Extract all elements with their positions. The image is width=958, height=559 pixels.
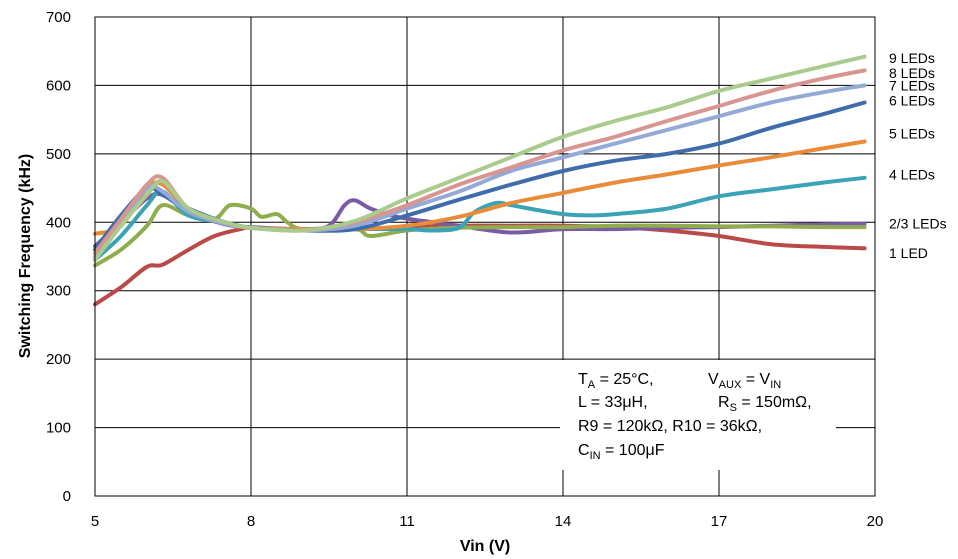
y-tick-label: 200 xyxy=(46,351,71,368)
series-line-4-leds-3 xyxy=(93,175,867,262)
y-tick-label: 700 xyxy=(46,9,71,26)
annotation-line-1: TA = 25°C, xyxy=(578,371,654,391)
annotation-line-3: R9 = 120kΩ, R10 = 36kΩ, xyxy=(578,418,762,435)
x-tick-label: 20 xyxy=(867,513,884,530)
series-line-8-leds-7 xyxy=(93,68,867,256)
x-tick-label: 5 xyxy=(91,513,99,530)
annotation-line-2: L = 33μH, xyxy=(578,394,648,411)
annotation-rs: RS = 150mΩ, xyxy=(718,394,812,414)
x-tick-label: 11 xyxy=(399,513,415,530)
y-tick-label: 100 xyxy=(46,420,71,437)
series-line-2-3-leds-2 xyxy=(93,202,867,268)
line-label: 2/3 LEDs xyxy=(889,216,947,232)
series-line-7-leds-6 xyxy=(93,83,867,259)
x-tick-labels: 5 8 11 14 17 20 xyxy=(91,513,884,530)
annotation-line-4: CIN = 100μF xyxy=(578,442,665,462)
series-lines xyxy=(93,54,867,307)
y-tick-labels: 0 100 200 300 400 500 600 700 xyxy=(46,9,71,505)
line-label: 9 LEDs xyxy=(889,50,935,66)
line-label: 5 LEDs xyxy=(889,125,935,141)
line-label: 7 LEDs xyxy=(889,77,935,93)
conditions-annotation: TA = 25°C, VAUX = VIN L = 33μH, RS = 150… xyxy=(560,360,836,470)
y-tick-label: 500 xyxy=(46,146,71,163)
y-tick-label: 400 xyxy=(46,214,71,231)
line-label: 6 LEDs xyxy=(889,92,935,108)
series-line-9-leds-8 xyxy=(93,54,867,262)
x-tick-label: 17 xyxy=(711,513,728,530)
y-tick-label: 600 xyxy=(46,77,71,94)
y-axis-title: Switching Frequency (kHz) xyxy=(17,154,34,358)
series-line-5-leds-4 xyxy=(93,139,867,236)
plot-frame xyxy=(94,16,876,497)
annotation-box xyxy=(560,360,836,470)
series-line-1-led-0 xyxy=(93,223,867,307)
x-axis-title: Vin (V) xyxy=(460,538,510,555)
line-label: 1 LED xyxy=(889,245,928,261)
x-tick-label: 14 xyxy=(555,513,572,530)
line-label: 4 LEDs xyxy=(889,166,935,182)
series-line-6-leds-5 xyxy=(93,100,867,252)
x-tick-label: 8 xyxy=(247,513,255,530)
line-label: 8 LEDs xyxy=(889,65,935,81)
y-tick-label: 0 xyxy=(63,488,71,505)
annotation-vaux: VAUX = VIN xyxy=(708,371,781,391)
y-tick-label: 300 xyxy=(46,283,71,300)
